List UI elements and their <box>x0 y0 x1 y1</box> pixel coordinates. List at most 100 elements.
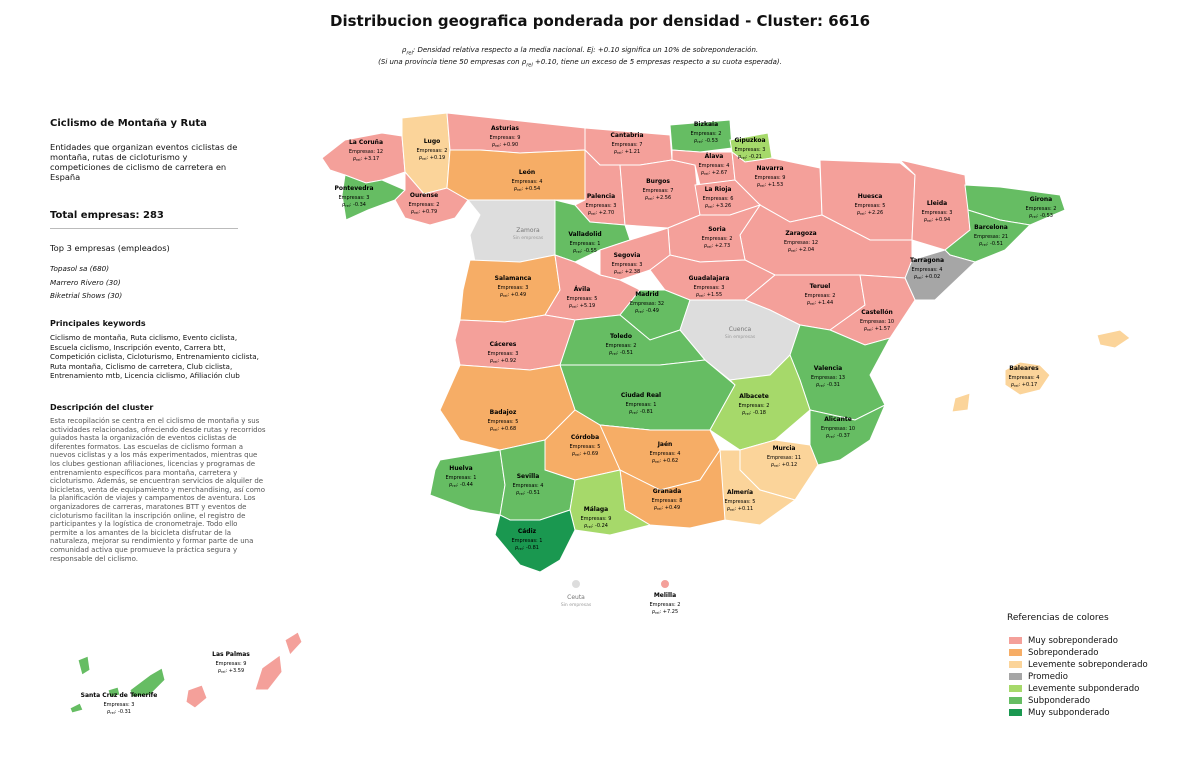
province-name: Teruel <box>810 283 831 290</box>
legend-title: Referencias de colores <box>1007 613 1109 623</box>
province-rho: ρrel: +0.49 <box>500 292 526 298</box>
province-rho: ρrel: -0.51 <box>609 350 633 356</box>
province-name: Ávila <box>574 286 591 293</box>
province-name: Baleares <box>1009 365 1039 372</box>
province-empresas: Empresas: 6 <box>703 196 734 202</box>
province-empresas: Empresas: 1 <box>570 241 601 247</box>
cluster-heading: Ciclismo de Montaña y Ruta <box>50 118 207 129</box>
province-rho: ρrel: +2.70 <box>588 210 614 216</box>
province-name: Córdoba <box>571 434 599 441</box>
province-rho: ρrel: +1.57 <box>864 326 890 332</box>
province-name: Lleida <box>927 200 947 207</box>
province-name: Cuenca <box>729 326 752 333</box>
province-shape-ourense <box>394 170 469 226</box>
province-name: Guadalajara <box>689 275 730 282</box>
province-empresas: Empresas: 10 <box>860 319 894 325</box>
province-rho: ρrel: -0.24 <box>584 523 608 529</box>
province-rho: ρrel: +0.19 <box>419 155 445 161</box>
top3-item: Biketrial Shows (30) <box>50 291 123 300</box>
province-name: Lugo <box>424 138 441 145</box>
province-rho: ρrel: -0.34 <box>342 202 366 208</box>
province-rho: ρrel: -0.53 <box>1029 213 1053 219</box>
province-rho: ρrel: +7.25 <box>652 609 678 615</box>
province-note: Sin empresas <box>725 334 756 340</box>
chart-subtitle: ρrel: Densidad relativa respecto a la me… <box>0 46 1160 71</box>
province-name: Navarra <box>757 165 784 172</box>
description-text: Esta recopilación se centra en el ciclis… <box>50 417 266 563</box>
province-empresas: Empresas: 4 <box>699 163 730 169</box>
province-shape-bizkaia <box>669 119 733 153</box>
legend-item: Muy sobreponderado <box>1009 636 1118 646</box>
ceuta-marker <box>571 579 581 589</box>
province-empresas: Empresas: 12 <box>784 240 818 246</box>
province-name: Melilla <box>654 592 676 599</box>
province-name: Tarragona <box>910 257 944 264</box>
province-empresas: Empresas: 7 <box>643 188 674 194</box>
province-empresas: Empresas: 9 <box>581 516 612 522</box>
legend-item: Sobreponderado <box>1009 648 1098 658</box>
province-empresas: Empresas: 5 <box>567 296 598 302</box>
province-shape-malaga <box>569 469 652 536</box>
legend-item: Levemente sobreponderado <box>1009 660 1148 670</box>
province-rho: ρrel: +3.59 <box>218 668 244 674</box>
province-empresas: Empresas: 1 <box>512 538 543 544</box>
province-name: Zamora <box>516 227 540 234</box>
province-rho: ρrel: +3.17 <box>353 156 379 162</box>
province-empresas: Empresas: 3 <box>498 285 529 291</box>
province-name: Cantabria <box>611 132 644 139</box>
top3-item: Topasol sa (680) <box>50 264 110 273</box>
province-name: Granada <box>653 488 682 495</box>
province-empresas: Empresas: 3 <box>612 262 643 268</box>
province-empresas: Empresas: 2 <box>417 148 448 154</box>
province-empresas: Empresas: 2 <box>606 343 637 349</box>
legend-item: Promedio <box>1009 672 1068 682</box>
province-name: Toledo <box>610 333 632 340</box>
legend-label: Promedio <box>1028 672 1068 682</box>
province-name: Albacete <box>739 393 769 400</box>
province-rho: ρrel: +2.67 <box>701 170 727 176</box>
province-name: Palencia <box>587 193 615 200</box>
top3-item: Marrero Rivero (30) <box>50 277 121 287</box>
province-name: Ceuta <box>567 594 585 601</box>
legend-label: Levemente sobreponderado <box>1028 660 1148 670</box>
province-name: Girona <box>1030 196 1052 203</box>
province-empresas: Empresas: 2 <box>691 131 722 137</box>
province-shape-cadiz <box>494 509 576 573</box>
province-shape-la-coruna <box>321 132 406 184</box>
province-name: Pontevedra <box>334 185 373 192</box>
province-rho: ρrel: -0.81 <box>629 409 653 415</box>
province-rho: ρrel: -0.53 <box>694 138 718 144</box>
province-rho: ρrel: +2.56 <box>645 195 671 201</box>
province-empresas: Empresas: 32 <box>630 301 664 307</box>
province-rho: ρrel: +0.94 <box>924 217 950 223</box>
province-shape-leon <box>446 149 586 201</box>
province-rho: ρrel: +0.68 <box>490 426 516 432</box>
province-empresas: Empresas: 3 <box>922 210 953 216</box>
province-empresas: Empresas: 5 <box>725 499 756 505</box>
top3-title: Top 3 empresas (empleados) <box>50 243 170 253</box>
province-empresas: Empresas: 13 <box>811 375 845 381</box>
province-rho: ρrel: +0.02 <box>914 274 940 280</box>
province-name: Burgos <box>646 178 670 185</box>
keywords-text: Ciclismo de montaña, Ruta ciclismo, Even… <box>50 333 259 380</box>
province-name: Segovia <box>614 252 641 259</box>
total-empresas: Total empresas: 283 <box>50 210 164 221</box>
province-name: Álava <box>705 153 724 160</box>
